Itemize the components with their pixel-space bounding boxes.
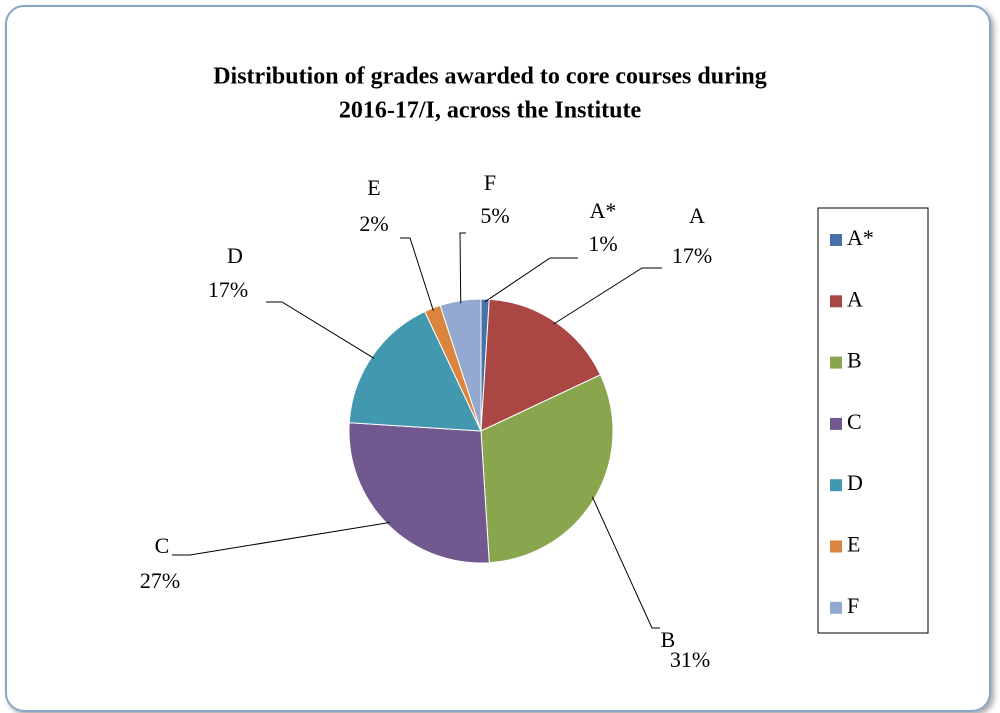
- data-label-name: D: [227, 243, 243, 268]
- pie-slice: [480, 374, 614, 564]
- legend-swatch: [830, 356, 842, 369]
- legend-label: D: [847, 470, 863, 495]
- legend-swatch: [830, 540, 842, 553]
- data-label-name: E: [367, 175, 380, 200]
- data-label-name: C: [155, 533, 170, 558]
- data-label-name: B: [661, 627, 676, 652]
- legend-label: B: [847, 348, 862, 373]
- legend-label: A: [847, 286, 863, 311]
- data-label: 2%: [359, 211, 388, 236]
- legend-label: F: [847, 593, 859, 618]
- pie-slice: [480, 298, 602, 432]
- legend-label: E: [847, 532, 860, 557]
- leader-line: [459, 232, 466, 304]
- legend-label: C: [847, 409, 862, 434]
- data-label: 27%: [140, 568, 180, 593]
- legend-swatch: [830, 234, 842, 246]
- data-label-name: A: [689, 203, 705, 228]
- legend-swatch: [830, 295, 842, 308]
- data-label: 31%: [670, 647, 710, 672]
- pie-slice: [348, 422, 490, 564]
- leader-line: [591, 496, 660, 629]
- leader-line: [400, 237, 434, 311]
- legend-swatch: [830, 601, 842, 614]
- leader-line: [266, 301, 375, 359]
- data-label-name: F: [484, 170, 496, 195]
- legend-swatch: [830, 417, 842, 430]
- leader-line: [172, 521, 390, 556]
- legend-swatch: [830, 479, 842, 492]
- chart-title: 2016-17/I, across the Institute: [339, 98, 642, 124]
- data-label-name: A*: [590, 198, 617, 223]
- data-label: 1%: [588, 231, 617, 256]
- data-label: 5%: [480, 203, 509, 228]
- data-label: 17%: [208, 277, 248, 302]
- data-label: 17%: [672, 243, 712, 268]
- legend-label: A*: [847, 225, 874, 250]
- chart-title: Distribution of grades awarded to core c…: [213, 64, 767, 90]
- leader-line: [553, 267, 662, 325]
- leader-line: [484, 257, 578, 303]
